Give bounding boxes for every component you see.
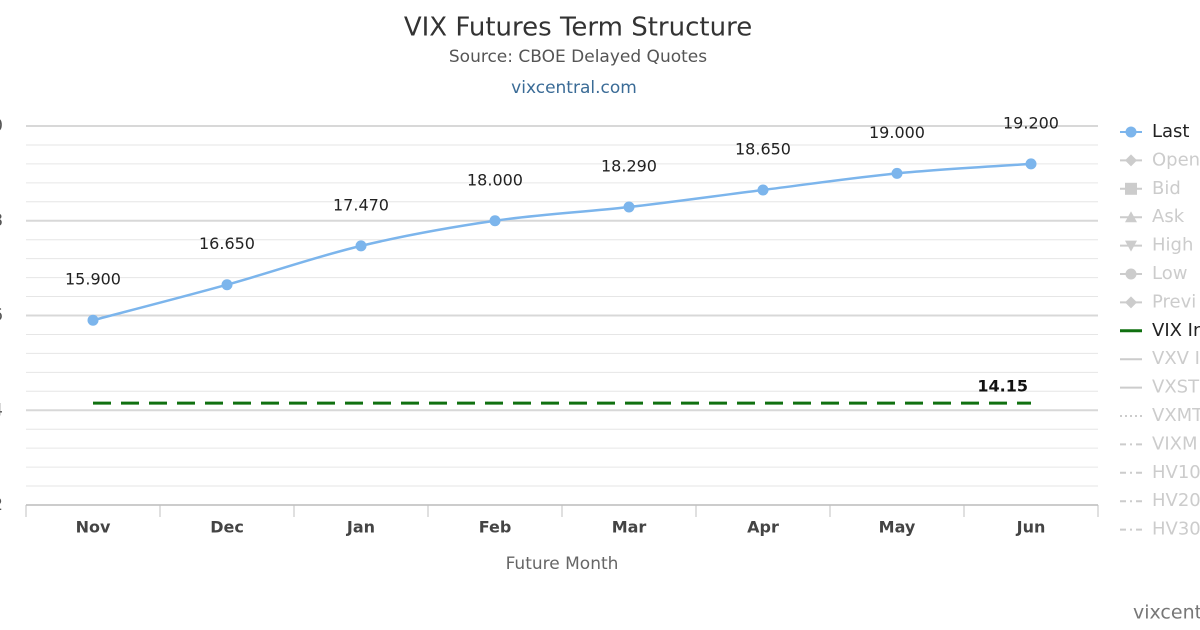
x-tick-label: Nov bbox=[76, 518, 111, 537]
data-point bbox=[489, 215, 501, 227]
y-tick-label: 16 bbox=[0, 306, 3, 326]
y-tick-label: 12 bbox=[0, 495, 3, 515]
legend-label[interactable]: HV30 bbox=[1152, 519, 1200, 540]
data-point bbox=[757, 184, 769, 196]
data-point bbox=[1025, 158, 1037, 170]
data-point bbox=[355, 240, 367, 252]
legend-label[interactable]: HV10 bbox=[1152, 462, 1200, 483]
y-tick-label: 20 bbox=[0, 116, 3, 136]
legend-symbol bbox=[1125, 154, 1137, 167]
legend-label[interactable]: Low bbox=[1152, 263, 1187, 284]
data-point bbox=[891, 167, 903, 179]
legend-label[interactable]: HV20 bbox=[1152, 490, 1200, 511]
data-label: 19.000 bbox=[869, 123, 925, 142]
data-label: 18.650 bbox=[735, 139, 791, 158]
source-link[interactable]: vixcentral.com bbox=[511, 78, 637, 98]
legend-label[interactable]: Open bbox=[1152, 149, 1200, 170]
legend-label[interactable]: VXST bbox=[1152, 377, 1200, 398]
legend-label[interactable]: High bbox=[1152, 235, 1193, 256]
series-line bbox=[92, 162, 1032, 322]
data-label: 16.650 bbox=[199, 234, 255, 253]
chart-title: VIX Futures Term Structure bbox=[404, 13, 752, 43]
legend-label[interactable]: Ask bbox=[1152, 206, 1185, 227]
data-label: 19.200 bbox=[1003, 113, 1059, 132]
credit: vixcentral.com bbox=[1133, 602, 1200, 624]
y-tick-label: 18 bbox=[0, 211, 3, 231]
legend-symbol bbox=[1125, 296, 1137, 309]
legend-label[interactable]: Bid bbox=[1152, 178, 1181, 199]
legend-label[interactable]: Previ bbox=[1152, 291, 1196, 312]
data-label: 14.15 bbox=[977, 377, 1028, 396]
chart-subtitle: Source: CBOE Delayed Quotes bbox=[449, 47, 707, 67]
data-label: 17.470 bbox=[333, 195, 389, 214]
x-tick-label: Jan bbox=[346, 518, 375, 537]
legend-symbol bbox=[1125, 182, 1137, 195]
data-label: 18.290 bbox=[601, 157, 657, 176]
x-tick-label: May bbox=[879, 518, 916, 537]
data-label: 15.900 bbox=[65, 270, 121, 289]
data-point bbox=[87, 314, 99, 326]
x-tick-label: Feb bbox=[479, 518, 512, 537]
legend-label[interactable]: VIX In bbox=[1152, 320, 1200, 341]
legend-symbol bbox=[1125, 268, 1137, 280]
x-tick-label: Jun bbox=[1016, 518, 1046, 537]
legend-label[interactable]: VXMT bbox=[1152, 405, 1200, 426]
legend-label[interactable]: VXV I bbox=[1152, 348, 1200, 369]
x-tick-label: Apr bbox=[747, 518, 779, 537]
legend-symbol bbox=[1125, 126, 1137, 138]
y-tick-label: 14 bbox=[0, 400, 3, 420]
data-point bbox=[221, 279, 233, 291]
data-label: 18.000 bbox=[467, 170, 523, 189]
legend-label[interactable]: Last bbox=[1152, 121, 1190, 142]
x-axis-label: Future Month bbox=[506, 554, 619, 574]
x-tick-label: Dec bbox=[210, 518, 244, 537]
data-point bbox=[623, 201, 635, 213]
x-tick-label: Mar bbox=[612, 518, 647, 537]
legend-label[interactable]: VIXM bbox=[1152, 433, 1197, 454]
legend-symbol bbox=[1125, 211, 1137, 223]
legend-symbol bbox=[1125, 240, 1137, 252]
